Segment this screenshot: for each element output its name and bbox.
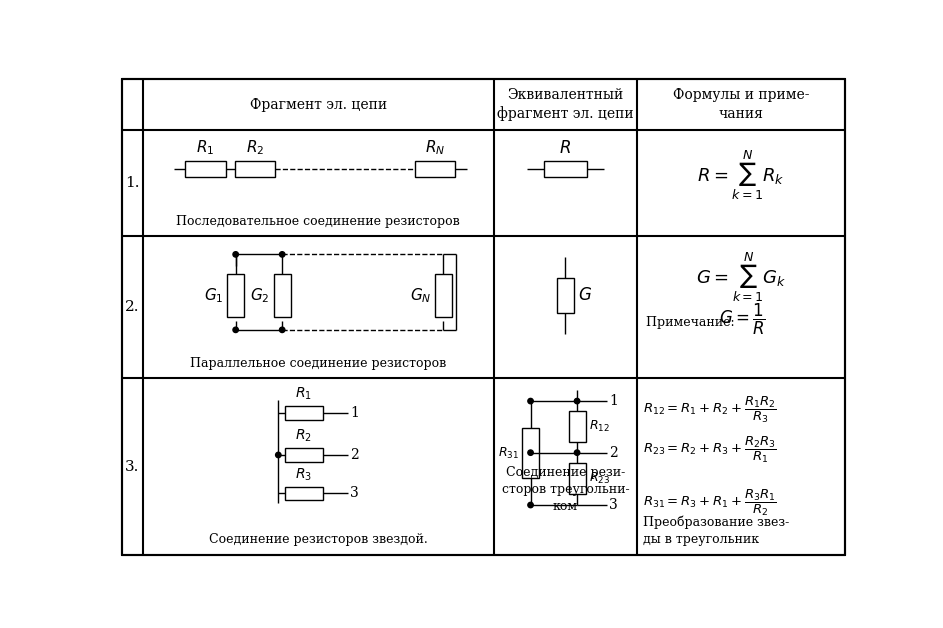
Text: $R_3$: $R_3$ (295, 466, 312, 483)
Circle shape (275, 452, 281, 458)
Text: $R_{12}$: $R_{12}$ (588, 420, 609, 435)
Text: $R_2$: $R_2$ (295, 428, 312, 444)
Text: 1: 1 (351, 406, 359, 420)
Text: Преобразование звез-
ды в треугольник: Преобразование звез- ды в треугольник (643, 516, 789, 546)
Circle shape (574, 450, 580, 455)
Text: Эквивалентный
фрагмент эл. цепи: Эквивалентный фрагмент эл. цепи (497, 88, 634, 121)
Text: Примечание:: Примечание: (646, 316, 739, 328)
Text: $R_1$: $R_1$ (196, 138, 215, 156)
Circle shape (233, 252, 239, 257)
Text: 2: 2 (609, 446, 618, 460)
Bar (435, 274, 452, 317)
Text: $R_{23}$: $R_{23}$ (588, 471, 610, 487)
Circle shape (279, 252, 285, 257)
Circle shape (574, 398, 580, 404)
Bar (569, 463, 586, 494)
Text: $G = \dfrac{1}{R}$: $G = \dfrac{1}{R}$ (719, 302, 766, 337)
Text: $R_N$: $R_N$ (424, 138, 445, 156)
Bar (285, 487, 323, 501)
Bar (415, 161, 455, 176)
Text: $R$: $R$ (559, 139, 571, 156)
Text: 2: 2 (351, 448, 359, 462)
Text: $R_1$: $R_1$ (295, 386, 312, 402)
Bar (273, 274, 290, 317)
Text: $G$: $G$ (578, 287, 592, 304)
Text: $G_1$: $G_1$ (204, 286, 223, 305)
Circle shape (528, 502, 534, 507)
Bar (285, 448, 323, 462)
Text: 3: 3 (609, 498, 618, 512)
Text: $G_N$: $G_N$ (409, 286, 431, 305)
Bar (285, 406, 323, 420)
Bar (522, 428, 539, 478)
Text: Формулы и приме-
чания: Формулы и приме- чания (672, 89, 809, 121)
Text: Последовательное соединение резисторов: Последовательное соединение резисторов (176, 215, 460, 228)
Text: Соединение резисторов звездой.: Соединение резисторов звездой. (208, 533, 427, 546)
Bar (569, 411, 586, 442)
Circle shape (528, 398, 534, 404)
Circle shape (528, 450, 534, 455)
Text: $R_{23} = R_2 + R_3 + \dfrac{R_2 R_3}{R_1}$: $R_{23} = R_2 + R_3 + \dfrac{R_2 R_3}{R_… (643, 435, 777, 465)
Text: $R_2$: $R_2$ (246, 138, 264, 156)
Text: $R_{12} = R_1 + R_2 + \dfrac{R_1 R_2}{R_3}$: $R_{12} = R_1 + R_2 + \dfrac{R_1 R_2}{R_… (643, 395, 777, 426)
Text: $R = \sum_{k=1}^{N} R_k$: $R = \sum_{k=1}^{N} R_k$ (697, 148, 785, 202)
Bar (557, 278, 574, 313)
Text: 3: 3 (351, 487, 359, 501)
Text: 3.: 3. (125, 460, 140, 474)
Circle shape (279, 327, 285, 333)
Text: 1.: 1. (125, 176, 140, 190)
Text: 2.: 2. (125, 300, 140, 314)
Text: Параллельное соединение резисторов: Параллельное соединение резисторов (190, 357, 446, 371)
Text: Соединение рези-
сторов треугольни-
ком: Соединение рези- сторов треугольни- ком (502, 467, 629, 514)
Bar (227, 274, 244, 317)
Bar (544, 161, 587, 176)
Text: 1: 1 (609, 394, 618, 408)
Circle shape (233, 327, 239, 333)
Bar (235, 161, 275, 176)
Text: $R_{31} = R_3 + R_1 + \dfrac{R_3 R_1}{R_2}$: $R_{31} = R_3 + R_1 + \dfrac{R_3 R_1}{R_… (643, 487, 777, 518)
Bar (186, 161, 225, 176)
Text: $G_2$: $G_2$ (250, 286, 270, 305)
Text: Фрагмент эл. цепи: Фрагмент эл. цепи (250, 97, 387, 112)
Text: $R_{31}$: $R_{31}$ (498, 445, 519, 460)
Text: $G = \sum_{k=1}^{N} G_k$: $G = \sum_{k=1}^{N} G_k$ (696, 251, 786, 305)
